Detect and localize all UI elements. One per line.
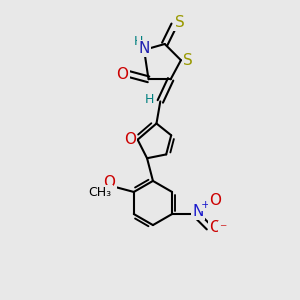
Text: ⁻: ⁻ [219,222,227,236]
Text: H: H [134,35,143,48]
Text: O: O [116,67,128,82]
Text: S: S [183,53,193,68]
Text: O: O [103,175,116,190]
Text: S: S [175,15,184,30]
Text: CH₃: CH₃ [88,186,112,199]
Text: N: N [138,41,150,56]
Text: O: O [209,220,221,235]
Text: O: O [124,132,136,147]
Text: O: O [209,193,221,208]
Text: +: + [201,200,211,210]
Text: H: H [144,93,154,106]
Text: N: N [192,204,204,219]
